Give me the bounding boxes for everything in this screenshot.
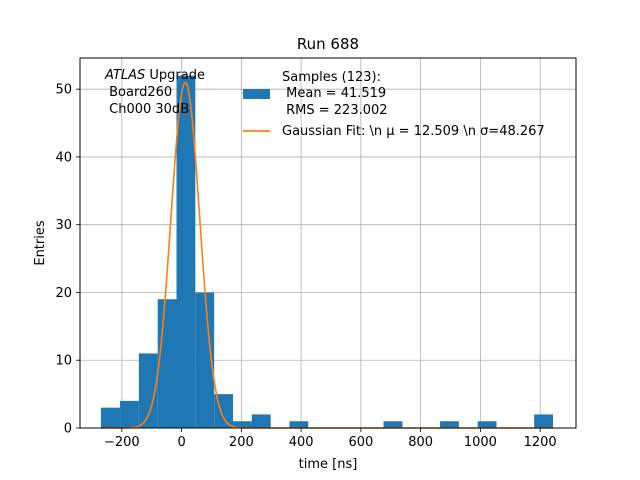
histogram-bar: [120, 400, 139, 428]
x-tick-label: 200: [229, 435, 254, 450]
x-axis-ticks: −200 0 200 400 600 800 1000 1200: [104, 428, 557, 450]
histogram-bar: [534, 414, 553, 428]
annotation-line-3: Ch000 30dB: [105, 102, 189, 117]
chart-title: Run 688: [297, 35, 359, 53]
plot-frame: [79, 57, 577, 429]
histogram-bars: [100, 75, 553, 428]
annotation-line-1: ATLAS Upgrade: [104, 68, 205, 83]
y-tick-label: 20: [55, 286, 72, 301]
x-tick-label: 600: [348, 435, 373, 450]
x-tick-label: 0: [177, 435, 185, 450]
histogram-bar: [232, 421, 252, 428]
legend-histogram-line-2: Mean = 41.519: [282, 86, 386, 101]
x-tick-label: 800: [408, 435, 433, 450]
legend-histogram-swatch: [243, 89, 270, 99]
histogram-bar: [477, 421, 497, 428]
histogram-bar: [289, 421, 309, 428]
histogram-bar: [157, 299, 177, 428]
histogram-bar: [176, 75, 196, 428]
histogram-bar: [195, 292, 215, 428]
y-axis-label: Entries: [33, 220, 48, 266]
y-tick-label: 40: [55, 150, 72, 165]
histogram-bar: [138, 353, 158, 428]
annotation-line-1-normal: Upgrade: [145, 68, 205, 83]
x-tick-label: 1000: [464, 435, 497, 450]
histogram-bar: [440, 421, 459, 428]
x-tick-label: 400: [289, 435, 314, 450]
legend-histogram-line-3: RMS = 223.002: [282, 103, 388, 118]
y-tick-label: 30: [55, 218, 72, 233]
x-tick-label: 1200: [524, 435, 557, 450]
y-axis-ticks: 0 10 20 30 40 50: [55, 83, 80, 437]
atlas-annotation: ATLAS Upgrade Board260 Ch000 30dB: [104, 68, 205, 117]
y-tick-label: 0: [64, 422, 72, 437]
legend-histogram-line-1: Samples (123):: [282, 70, 381, 85]
legend-fit-label: Gaussian Fit: \n μ = 12.509 \n σ=48.267: [282, 124, 545, 139]
y-tick-label: 10: [55, 354, 72, 369]
x-axis-label: time [ns]: [299, 457, 358, 472]
histogram-bar: [383, 421, 403, 428]
y-tick-label: 50: [55, 83, 72, 98]
annotation-line-2: Board260: [105, 85, 172, 100]
annotation-line-1-italic: ATLAS: [104, 68, 145, 83]
x-tick-label: −200: [104, 435, 140, 450]
histogram-bar: [251, 414, 271, 428]
legend: Samples (123): Mean = 41.519 RMS = 223.0…: [243, 70, 545, 139]
histogram-bar: [100, 407, 121, 428]
